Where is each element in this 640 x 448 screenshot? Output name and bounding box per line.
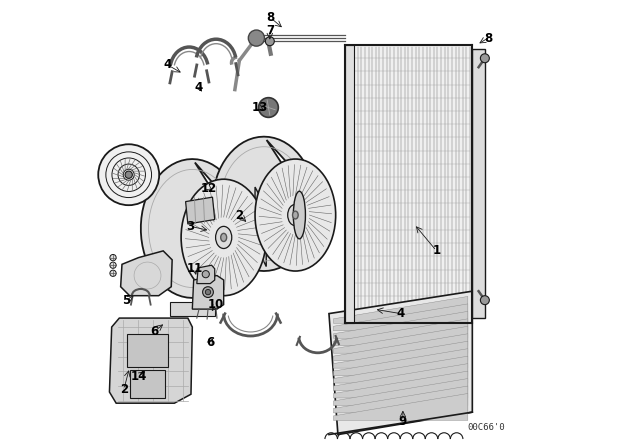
Text: 12: 12 <box>201 181 217 195</box>
Bar <box>472 49 485 318</box>
Polygon shape <box>127 334 168 367</box>
Polygon shape <box>329 291 472 435</box>
Polygon shape <box>141 159 243 298</box>
Text: 9: 9 <box>399 414 407 428</box>
Polygon shape <box>333 311 468 338</box>
Text: 4: 4 <box>397 307 404 320</box>
Text: 6: 6 <box>206 336 214 349</box>
Polygon shape <box>333 341 468 368</box>
Circle shape <box>203 287 213 297</box>
Polygon shape <box>212 137 315 271</box>
Text: 13: 13 <box>252 101 268 114</box>
Polygon shape <box>333 379 468 405</box>
Circle shape <box>202 271 209 278</box>
Polygon shape <box>333 297 468 323</box>
Ellipse shape <box>292 211 298 219</box>
Bar <box>344 45 472 323</box>
Circle shape <box>110 270 116 276</box>
Circle shape <box>110 254 116 261</box>
Ellipse shape <box>293 191 305 239</box>
Polygon shape <box>170 302 214 316</box>
Polygon shape <box>186 197 214 224</box>
Polygon shape <box>333 349 468 375</box>
Polygon shape <box>333 356 468 383</box>
Text: 6: 6 <box>150 325 158 338</box>
Polygon shape <box>333 326 468 353</box>
Circle shape <box>98 144 159 205</box>
Ellipse shape <box>216 226 232 249</box>
Circle shape <box>248 30 264 46</box>
Polygon shape <box>333 304 468 331</box>
Bar <box>344 45 355 323</box>
Text: 11: 11 <box>186 262 203 276</box>
Polygon shape <box>333 364 468 391</box>
Polygon shape <box>192 276 223 309</box>
Text: 4: 4 <box>195 81 203 94</box>
Text: 2: 2 <box>120 383 128 396</box>
Polygon shape <box>120 251 172 296</box>
Ellipse shape <box>255 159 336 271</box>
Circle shape <box>125 171 132 178</box>
Polygon shape <box>333 319 468 346</box>
Polygon shape <box>333 334 468 361</box>
Text: 2: 2 <box>236 208 243 222</box>
Text: 3: 3 <box>186 220 194 233</box>
Text: 5: 5 <box>122 293 131 307</box>
Text: 14: 14 <box>131 370 147 383</box>
Text: 1: 1 <box>433 244 440 258</box>
Polygon shape <box>333 386 468 413</box>
Text: 8: 8 <box>484 31 492 45</box>
Polygon shape <box>109 318 192 403</box>
Circle shape <box>205 289 211 295</box>
Text: 10: 10 <box>208 298 224 311</box>
Polygon shape <box>333 393 468 420</box>
Polygon shape <box>255 187 266 267</box>
Text: 7: 7 <box>266 24 274 37</box>
Circle shape <box>259 98 278 117</box>
Text: 4: 4 <box>164 58 172 72</box>
Ellipse shape <box>288 204 303 226</box>
Polygon shape <box>129 370 165 398</box>
Circle shape <box>481 54 490 63</box>
Ellipse shape <box>221 233 227 241</box>
Text: 00C66'0: 00C66'0 <box>467 423 504 432</box>
Text: 8: 8 <box>267 11 275 25</box>
Circle shape <box>481 296 490 305</box>
Circle shape <box>266 37 275 46</box>
Polygon shape <box>196 265 214 284</box>
Circle shape <box>110 262 116 268</box>
Polygon shape <box>333 371 468 398</box>
Ellipse shape <box>181 179 266 296</box>
